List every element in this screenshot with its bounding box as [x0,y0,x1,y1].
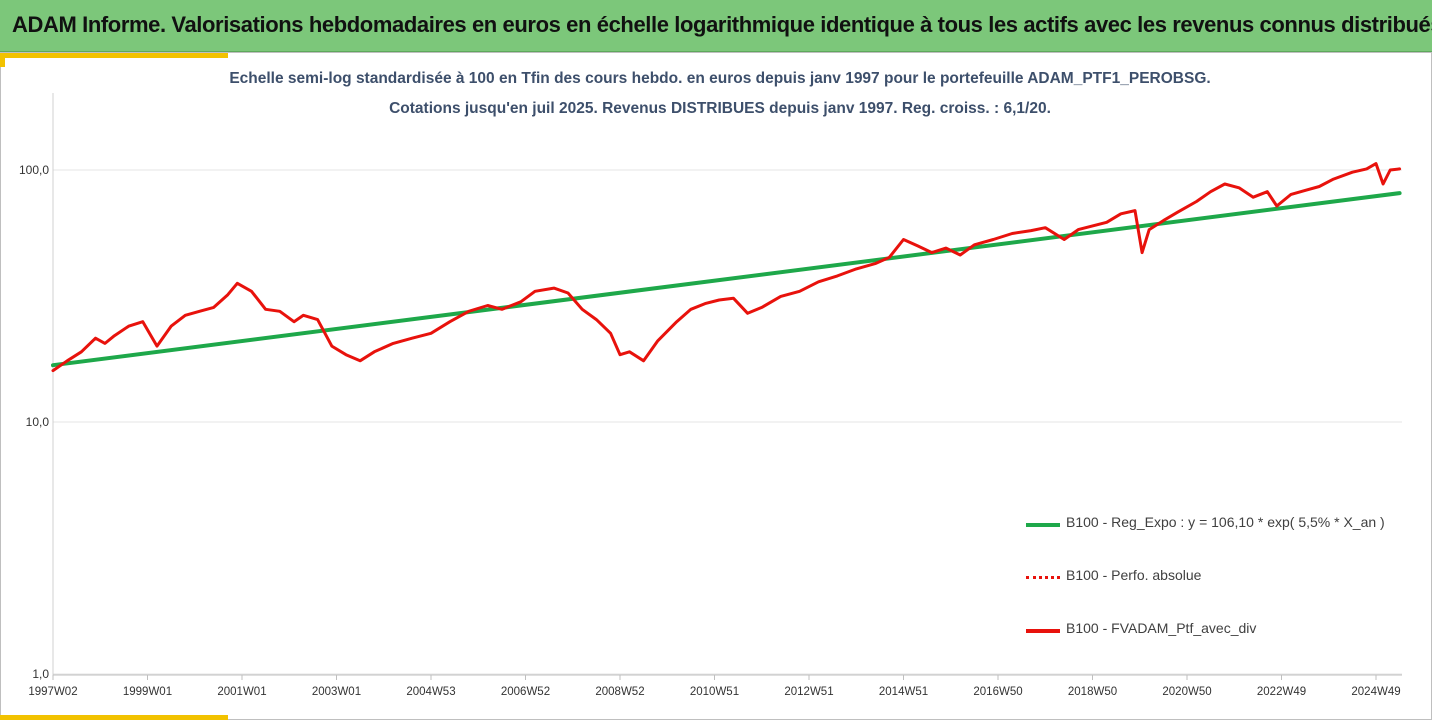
chart-subtitle: Cotations jusqu'en juil 2025. Revenus DI… [389,100,1051,117]
x-tick-label: 2022W49 [1257,686,1306,698]
x-tick-label: 2018W50 [1068,686,1117,698]
series-lines [51,162,1402,373]
legend-label-regression: B100 - Reg_Expo : y = 106,10 * exp( 5,5%… [1066,514,1385,530]
legend-swatch-portfolio [1026,629,1060,633]
x-tick-label: 2014W51 [879,686,928,698]
x-tick-label: 2020W50 [1162,686,1211,698]
y-tick-label: 100,0 [19,163,49,177]
legend-swatch-regression [1026,523,1060,527]
chart-title: Echelle semi-log standardisée à 100 en T… [229,70,1211,87]
report-title: ADAM Informe. Valorisations hebdomadaire… [12,12,1432,37]
y-tick-label: 10,0 [26,415,50,429]
x-tick-label: 2016W50 [973,686,1022,698]
x-tick-label: 2010W51 [690,686,739,698]
x-tick-label: 1999W01 [123,686,172,698]
regression-line [51,191,1402,368]
accent-bar-top [0,53,228,58]
x-tick-label: 2001W01 [217,686,266,698]
accent-bar-bottom [0,715,228,720]
report-banner: ADAM Informe. Valorisations hebdomadaire… [0,0,1432,52]
x-tick-label: 2012W51 [784,686,833,698]
axes: 1,0 10,0 100,0 1997W02 1999W01 2001W01 2003W01… [19,93,1402,698]
portfolio-line [51,162,1402,373]
x-tick-label: 2004W53 [406,686,455,698]
legend-label-portfolio: B100 - FVADAM_Ptf_avec_div [1066,620,1257,636]
x-tick-label: 2003W01 [312,686,361,698]
x-tick-label: 2008W52 [595,686,644,698]
x-tick-label: 2006W52 [501,686,550,698]
x-tick-label: 1997W02 [28,686,77,698]
y-tick-label: 1,0 [32,667,49,681]
x-tick-label: 2024W49 [1351,686,1400,698]
legend-label-perfo-absolue: B100 - Perfo. absolue [1066,567,1202,583]
gridlines [53,169,1402,675]
legend-swatch-perfo-absolue [1026,576,1060,579]
accent-bar-left [0,53,5,67]
